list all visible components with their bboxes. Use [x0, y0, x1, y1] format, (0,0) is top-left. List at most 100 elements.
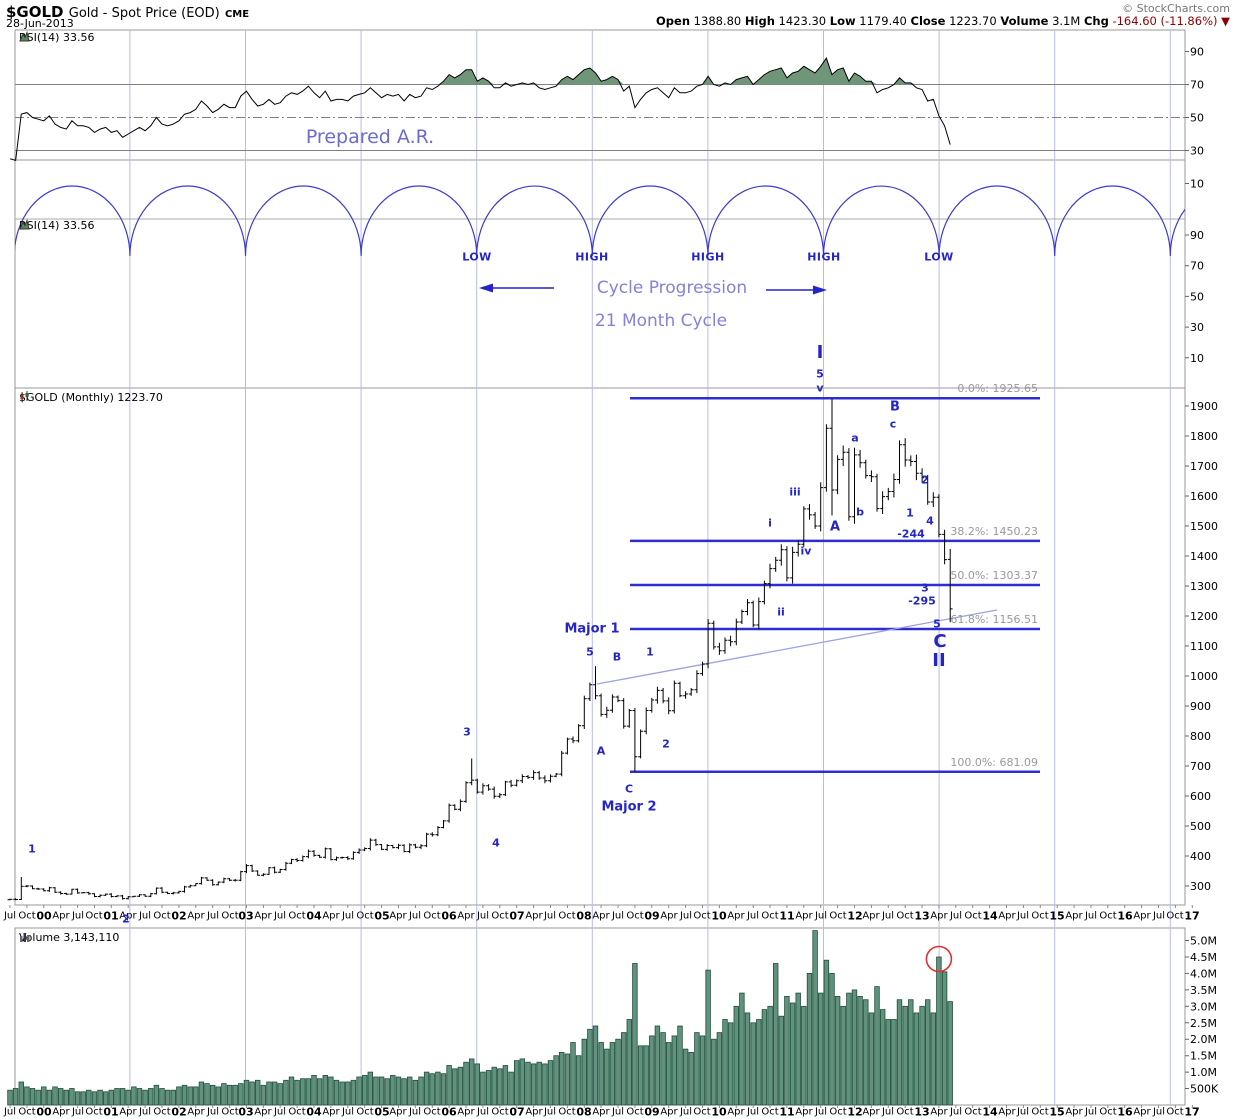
x-axis-year-label: 02: [171, 909, 187, 923]
fib-label: 61.8%: 1156.51: [950, 613, 1038, 626]
x-axis-month-label: Jul: [138, 910, 152, 922]
elliott-wave-label: v: [816, 381, 824, 395]
x-axis-month-label: Oct: [558, 1106, 576, 1118]
x-axis-month-label: Oct: [85, 910, 103, 922]
price-ohlc-bars: [7, 398, 953, 901]
volume-bar: [384, 1078, 390, 1106]
volume-bar: [7, 1089, 13, 1106]
volume-bar: [727, 1022, 734, 1106]
volume-bar: [457, 1066, 464, 1106]
volume-bar: [221, 1083, 227, 1106]
volume-bar: [666, 1042, 672, 1106]
x-axis-month-label: Jul: [1016, 1106, 1030, 1118]
volume-bar: [936, 956, 942, 1106]
x-axis-month-label: Jul: [273, 910, 287, 922]
volume-bar: [778, 1015, 784, 1106]
volume-highlight-circle: [925, 945, 953, 973]
volume-bar: [671, 1035, 677, 1106]
x-axis-month-label: Jul: [138, 1106, 152, 1118]
elliott-wave-label: 5: [586, 645, 594, 659]
x-axis-month-label: Jul: [408, 1106, 422, 1118]
axis-tick-label: 30: [1190, 321, 1204, 334]
fib-label: 50.0%: 1303.37: [950, 569, 1038, 582]
x-axis-year-label: 06: [441, 909, 457, 923]
cycle-panel-group: [15, 185, 1185, 257]
axis-tick-label: 10: [1190, 352, 1204, 365]
volume-bar: [485, 1070, 492, 1106]
volume-bar: [587, 1028, 593, 1106]
volume-bar: [300, 1078, 306, 1106]
elliott-wave-label: 2: [662, 737, 670, 751]
x-axis-year-label: 00: [36, 1105, 52, 1119]
elliott-wave-label: B: [890, 399, 900, 415]
copyright-label: © StockCharts.com: [1122, 2, 1230, 15]
axis-tick-label: 900: [1190, 700, 1211, 713]
volume-bar: [131, 1086, 137, 1106]
x-axis-year-label: 05: [374, 909, 390, 923]
volume-panel-label-text: Volume 3,143,110: [19, 931, 120, 944]
x-axis-month-label: Jul: [881, 910, 895, 922]
x-axis-month-label: Jul: [746, 910, 760, 922]
volume-bar: [716, 1032, 723, 1106]
x-axis-month-label: Apr: [525, 910, 543, 922]
axis-tick-label: 1500: [1190, 520, 1218, 533]
x-axis-year-label: 17: [1184, 1105, 1200, 1119]
volume-bar: [711, 1038, 717, 1106]
elliott-wave-label: Major 1: [564, 621, 620, 637]
volume-bar: [649, 1035, 655, 1106]
elliott-wave-label: -295: [908, 594, 936, 608]
volume-bar: [863, 999, 869, 1106]
quote-chg-label: Chg: [1083, 14, 1109, 28]
volume-bar: [80, 1091, 86, 1106]
volume-bar: [97, 1089, 103, 1106]
x-axis-month-label: Apr: [862, 1106, 880, 1118]
x-axis-month-label: Jul: [1084, 910, 1098, 922]
volume-bars: [7, 930, 953, 1106]
volume-bar: [333, 1079, 340, 1106]
volume-bar: [564, 1053, 571, 1106]
elliott-wave-label: 3: [921, 581, 929, 595]
elliott-wave-label: a: [851, 431, 859, 445]
axis-tick-label: 10: [1190, 178, 1204, 191]
x-axis-month-label: Apr: [1133, 1106, 1151, 1118]
volume-bar: [435, 1071, 441, 1106]
volume-bar: [925, 999, 931, 1106]
axis-tick-label: 700: [1190, 760, 1211, 773]
axis-tick-label: 70: [1190, 260, 1204, 273]
axis-tick-label: 800: [1190, 730, 1211, 743]
x-axis-year-label: 09: [644, 1105, 660, 1119]
volume-bar: [846, 992, 852, 1106]
volume-bar: [103, 1091, 109, 1106]
cycle-high-marker: HIGH: [691, 250, 725, 264]
x-axis-month-label: Oct: [1166, 1106, 1184, 1118]
x-axis-year-label: 02: [171, 1105, 187, 1119]
volume-bar: [412, 1079, 419, 1106]
x-axis-month-label: Apr: [457, 1106, 475, 1118]
x-axis-year-label: 14: [982, 909, 998, 923]
elliott-wave-label: 3: [463, 725, 471, 739]
x-axis-month-label: Apr: [592, 1106, 610, 1118]
volume-bar: [136, 1088, 143, 1106]
volume-bar: [119, 1088, 126, 1106]
x-axis-month-label: Oct: [153, 910, 171, 922]
x-axis-month-label: Jul: [746, 1106, 760, 1118]
x-axis-year-label: 08: [576, 909, 592, 923]
axis-tick-label: 500: [1190, 820, 1211, 833]
x-axis-month-label: Jul: [273, 1106, 287, 1118]
axis-tick-label: 1900: [1190, 400, 1218, 413]
x-axis-month-label: Oct: [1031, 1106, 1049, 1118]
x-axis-month-label: Apr: [119, 1106, 137, 1118]
exchange-label: CME: [224, 9, 250, 20]
volume-bar: [756, 1019, 762, 1106]
volume-bar: [159, 1088, 165, 1106]
volume-bar: [24, 1086, 30, 1106]
x-axis-year-label: 10: [711, 909, 727, 923]
volume-bar: [243, 1079, 250, 1106]
volume-bar: [834, 996, 841, 1106]
x-axis-year-label: 16: [1117, 1105, 1133, 1119]
volume-bar: [688, 1052, 694, 1106]
x-axis-year-label: 09: [644, 909, 660, 923]
volume-bar: [215, 1086, 221, 1106]
volume-bar: [390, 1075, 396, 1106]
